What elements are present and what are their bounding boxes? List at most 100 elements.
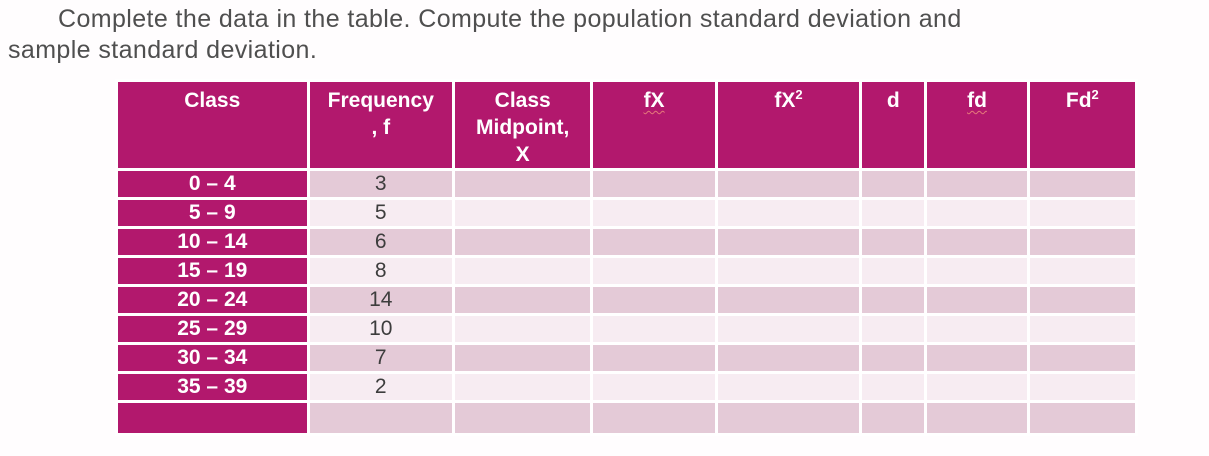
table-row: 35 – 39 2: [118, 374, 1135, 400]
fd-cell: [927, 200, 1027, 226]
class-midpoint-cell: [454, 200, 591, 226]
fx2-cell: [717, 374, 860, 400]
header-midpoint-line1: Class: [494, 89, 551, 112]
fd2-cell: [1029, 229, 1135, 255]
d-cell: [862, 345, 925, 371]
table-row: 10 – 14 6: [118, 229, 1135, 255]
d-cell: [862, 258, 925, 284]
page-title: Complete the data in the table. Compute …: [8, 4, 1206, 66]
header-fx2-base: fX: [774, 89, 796, 112]
fx-cell: [593, 229, 715, 255]
fx2-cell: [717, 287, 860, 313]
fd-cell: [927, 345, 1027, 371]
fd2-cell: [1029, 200, 1135, 226]
d-cell: [862, 374, 925, 400]
fx-cell: [593, 316, 715, 342]
header-frequency-line2: , f: [371, 116, 391, 139]
frequency-cell: 5: [309, 200, 452, 226]
header-class-midpoint: Class Midpoint, X: [454, 82, 591, 168]
class-midpoint-cell: [454, 345, 591, 371]
header-fx2-sup: 2: [795, 87, 803, 102]
frequency-cell: 3: [309, 171, 452, 197]
fx2-cell: [717, 229, 860, 255]
fd2-cell: [1029, 374, 1135, 400]
d-cell: [862, 229, 925, 255]
header-fd-label: fd: [967, 89, 987, 112]
class-cell: 30 – 34: [118, 345, 307, 371]
d-cell: [862, 316, 925, 342]
header-midpoint-line2: Midpoint,: [476, 116, 570, 139]
class-cell: 35 – 39: [118, 374, 307, 400]
fx2-cell: [717, 403, 860, 433]
class-midpoint-cell: [454, 258, 591, 284]
d-cell: [862, 200, 925, 226]
table-row-empty: [118, 403, 1135, 433]
fx2-cell: [717, 345, 860, 371]
class-midpoint-cell: [454, 403, 591, 433]
header-class-label: Class: [184, 89, 241, 112]
fx-cell: [593, 345, 715, 371]
table-header-row: Class Frequency , f Class Midpoint, X fX…: [118, 82, 1135, 168]
d-cell: [862, 287, 925, 313]
header-fd2-sup: 2: [1091, 87, 1099, 102]
fd-cell: [927, 229, 1027, 255]
fx-cell: [593, 171, 715, 197]
header-frequency-line1: Frequency: [327, 89, 434, 112]
fx2-cell: [717, 200, 860, 226]
table-row: 15 – 19 8: [118, 258, 1135, 284]
class-cell: 15 – 19: [118, 258, 307, 284]
header-fd-squared: Fd2: [1029, 82, 1135, 168]
header-d-label: d: [886, 89, 900, 112]
frequency-cell: 7: [309, 345, 452, 371]
fx-cell: [593, 374, 715, 400]
fx-cell: [593, 258, 715, 284]
table-row: 0 – 4 3: [118, 171, 1135, 197]
class-cell: 25 – 29: [118, 316, 307, 342]
fd-cell: [927, 258, 1027, 284]
fd2-cell: [1029, 171, 1135, 197]
header-fx-squared: fX2: [717, 82, 860, 168]
fd-cell: [927, 287, 1027, 313]
fd-cell: [927, 403, 1027, 433]
table-row: 5 – 9 5: [118, 200, 1135, 226]
header-fd: fd: [927, 82, 1027, 168]
fd2-cell: [1029, 316, 1135, 342]
frequency-distribution-table: Class Frequency , f Class Midpoint, X fX…: [115, 79, 1138, 436]
frequency-cell: 8: [309, 258, 452, 284]
header-midpoint-line3: X: [515, 143, 530, 166]
class-cell: 20 – 24: [118, 287, 307, 313]
fx-cell: [593, 287, 715, 313]
table-row: 25 – 29 10: [118, 316, 1135, 342]
fd-cell: [927, 171, 1027, 197]
d-cell: [862, 171, 925, 197]
class-cell: 0 – 4: [118, 171, 307, 197]
class-midpoint-cell: [454, 229, 591, 255]
frequency-cell: 10: [309, 316, 452, 342]
table-row: 30 – 34 7: [118, 345, 1135, 371]
fd-cell: [927, 316, 1027, 342]
fx-cell: [593, 403, 715, 433]
fx2-cell: [717, 258, 860, 284]
class-cell: 10 – 14: [118, 229, 307, 255]
title-line-2: sample standard deviation.: [8, 36, 318, 64]
fd-cell: [927, 374, 1027, 400]
header-fd2-base: Fd: [1065, 89, 1092, 112]
class-midpoint-cell: [454, 316, 591, 342]
header-class: Class: [118, 82, 307, 168]
frequency-cell: 14: [309, 287, 452, 313]
title-line-1: Complete the data in the table. Compute …: [58, 5, 962, 33]
header-d: d: [862, 82, 925, 168]
d-cell: [862, 403, 925, 433]
class-cell: [118, 403, 307, 433]
fd2-cell: [1029, 345, 1135, 371]
class-midpoint-cell: [454, 287, 591, 313]
fx2-cell: [717, 171, 860, 197]
class-midpoint-cell: [454, 374, 591, 400]
header-fx: fX: [593, 82, 715, 168]
fx-cell: [593, 200, 715, 226]
frequency-cell: 6: [309, 229, 452, 255]
frequency-cell: [309, 403, 452, 433]
fd2-cell: [1029, 287, 1135, 313]
fd2-cell: [1029, 258, 1135, 284]
